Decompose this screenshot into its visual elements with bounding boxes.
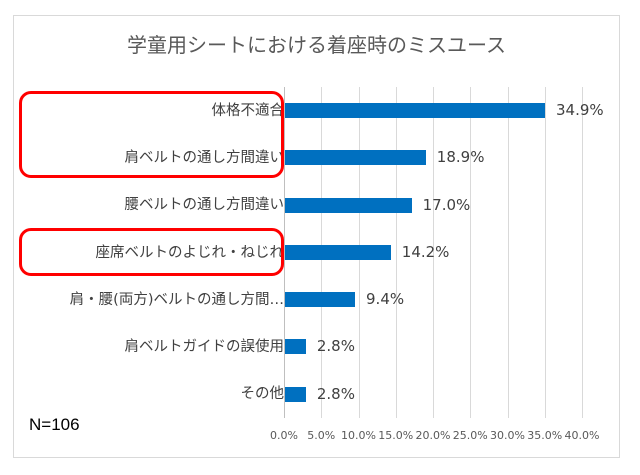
bar [285, 103, 545, 118]
gridline [544, 87, 546, 418]
x-tick-label: 25.0% [452, 429, 488, 442]
bar-value-label: 2.8% [316, 384, 355, 403]
bar-row: 34.9% [284, 87, 604, 134]
plot-area: 34.9% 18.9% 17.0% 14.2% 9.4% 2.8% 2.8% [284, 87, 604, 418]
gridline [507, 87, 509, 418]
x-tick-label: 5.0% [307, 429, 336, 442]
bar-value-label: 18.9% [436, 148, 485, 167]
x-tick-label: 40.0% [564, 429, 600, 442]
x-tick-label: 30.0% [490, 429, 525, 442]
bar [285, 292, 356, 308]
gridline [395, 87, 397, 418]
category-label: 肩ベルトガイドの誤使用 [124, 339, 285, 356]
highlight-box-twisted-belt [19, 228, 284, 276]
bar-value-label: 9.4% [366, 290, 405, 309]
bar-value-label: 14.2% [401, 242, 450, 261]
chart-frame [13, 15, 620, 458]
gridline [470, 87, 472, 418]
bar-row: 2.8% [284, 323, 582, 370]
gridline [582, 87, 583, 418]
bar [285, 244, 391, 260]
category-label: 座席ベルトのよじれ・ねじれ [95, 244, 285, 261]
highlight-box-top [19, 91, 284, 178]
bar [285, 197, 412, 213]
category-label: 肩・腰(両方)ベルトの通し方間… [69, 291, 284, 308]
bar-value-label: 2.8% [316, 337, 355, 356]
bar [285, 339, 306, 355]
bar-value-label: 34.9% [556, 101, 604, 119]
bar-row: 2.8% [284, 371, 582, 418]
chart-title: 学童用シートにおける着座時のミスユース [127, 33, 506, 57]
sample-size-label: N=106 [29, 415, 80, 434]
bar-row: 17.0% [284, 182, 582, 229]
bar [285, 150, 426, 166]
x-tick-label: 0.0% [270, 429, 298, 442]
bar-row: 9.4% [284, 276, 582, 323]
y-axis-line [284, 87, 285, 418]
x-tick-label: 10.0% [341, 429, 376, 442]
x-tick-label: 35.0% [527, 429, 563, 442]
bar-row: 14.2% [284, 229, 582, 276]
x-tick-label: 20.0% [415, 429, 451, 442]
category-label: 体格不適合 [211, 102, 285, 119]
bar [285, 386, 306, 402]
bar-row: 18.9% [284, 134, 582, 181]
x-tick-label: 15.0% [378, 429, 414, 442]
category-label: 肩ベルトの通し方間違い [124, 149, 285, 166]
category-label: その他 [240, 386, 285, 403]
category-label: 腰ベルトの通し方間違い [124, 197, 285, 214]
bar-value-label: 17.0% [422, 195, 471, 214]
gridline [433, 87, 434, 418]
